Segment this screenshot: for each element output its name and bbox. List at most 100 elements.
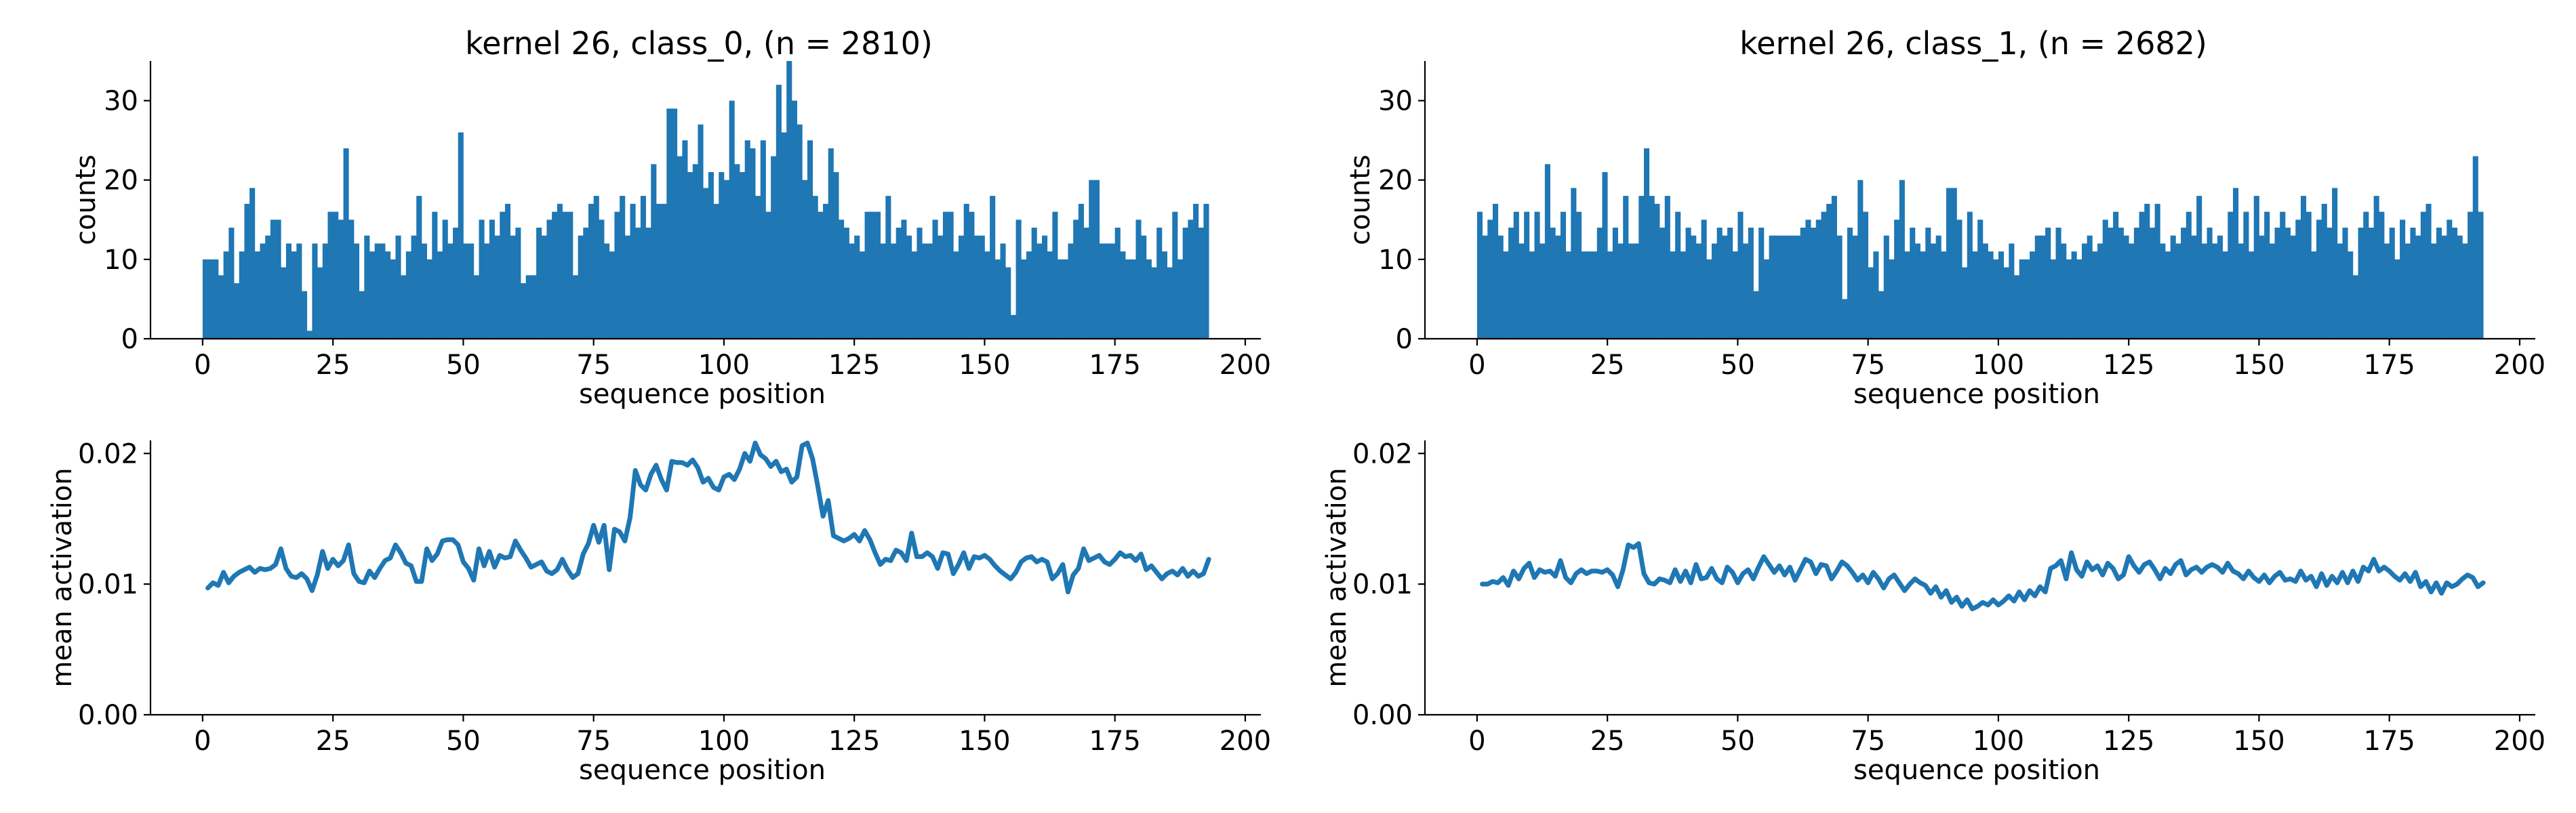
bar (562, 211, 568, 339)
bar (1503, 251, 1509, 339)
bar (818, 211, 824, 339)
bar (302, 291, 308, 339)
x-tick-label: 200 (2494, 350, 2545, 381)
bar (1847, 228, 1853, 339)
bar (1524, 211, 1530, 339)
bar (938, 235, 944, 339)
bar (922, 243, 928, 339)
y-tick-label: 30 (104, 86, 138, 117)
bar (291, 251, 297, 339)
bar (515, 228, 521, 339)
bar (2290, 235, 2296, 339)
y-tick-label: 0.01 (78, 569, 138, 600)
x-tick-label: 25 (1590, 726, 1625, 757)
bar (1862, 211, 1869, 339)
bar (1093, 180, 1100, 339)
bar (2009, 243, 2015, 339)
bar (2050, 259, 2056, 339)
bar (864, 211, 870, 339)
bar (234, 283, 240, 339)
x-tick-label: 0 (194, 350, 211, 381)
bar (880, 243, 886, 339)
bar (2373, 196, 2379, 339)
x-tick-label: 25 (1590, 350, 1625, 381)
y-tick-label: 30 (1378, 86, 1413, 117)
bar (2024, 259, 2030, 339)
bar (2358, 228, 2364, 339)
bar (2394, 259, 2400, 339)
bar (2154, 203, 2160, 339)
y-tick-label: 20 (1378, 165, 1413, 196)
bar (2342, 228, 2348, 339)
bar (979, 235, 985, 339)
y-tick-label: 10 (1378, 245, 1413, 276)
bar (849, 243, 855, 339)
bar (2175, 243, 2181, 339)
x-tick-label: 175 (2363, 726, 2415, 757)
bar (2249, 251, 2255, 339)
bar (390, 259, 396, 339)
bar (2295, 220, 2301, 339)
bar (254, 251, 260, 339)
bar (1083, 228, 1089, 339)
series-line (1480, 541, 2486, 612)
bar (839, 220, 845, 339)
bar (698, 124, 704, 339)
bar (1487, 220, 1493, 339)
bar (1182, 228, 1188, 339)
bar (974, 235, 980, 339)
bar (1685, 228, 1691, 339)
bar (2212, 243, 2218, 339)
x-tick-label: 100 (698, 350, 750, 381)
bar (744, 140, 750, 339)
bar (463, 243, 469, 339)
bar (2280, 211, 2286, 339)
bar (1732, 251, 1738, 339)
bar (1125, 259, 1131, 339)
bar (760, 140, 766, 339)
bar (2228, 211, 2234, 339)
bar (2478, 211, 2484, 339)
bar (1706, 259, 1712, 339)
y-tick-label: 0.02 (78, 438, 138, 470)
bar (223, 251, 229, 339)
bar (364, 235, 370, 339)
bar (2332, 188, 2338, 339)
bar (1925, 228, 1931, 339)
bar (1680, 251, 1686, 339)
bar (521, 283, 527, 339)
bar (2321, 203, 2327, 339)
bar (536, 228, 542, 339)
bar (755, 196, 761, 339)
bar (630, 203, 636, 339)
bar (2379, 211, 2385, 339)
bar (338, 220, 344, 339)
bar (369, 251, 376, 339)
bar (2300, 196, 2307, 339)
x-tick-label: 125 (2103, 350, 2154, 381)
bar (2337, 243, 2343, 339)
bar (479, 220, 485, 339)
bar (312, 243, 318, 339)
bar (2133, 228, 2139, 339)
bar (244, 203, 250, 339)
bar (1815, 220, 1822, 339)
bar (557, 203, 563, 339)
bar (2108, 228, 2114, 339)
bar (1172, 211, 1178, 339)
bar (656, 203, 662, 339)
bar (2420, 211, 2426, 339)
bar (833, 172, 839, 339)
bar (1779, 235, 1786, 339)
y-tick-label: 0 (1396, 324, 1413, 355)
bar (895, 228, 902, 339)
x-tick-label: 175 (2363, 350, 2415, 381)
y-axis-label: counts (71, 154, 102, 245)
bar (1941, 251, 1947, 339)
x-tick-label: 25 (316, 726, 350, 757)
bar (990, 196, 996, 339)
x-tick-label: 200 (1220, 726, 1271, 757)
bar (1005, 267, 1011, 339)
bar (1894, 220, 1900, 339)
chart-title: kernel 26, class_1, (n = 2682) (1739, 25, 2207, 62)
